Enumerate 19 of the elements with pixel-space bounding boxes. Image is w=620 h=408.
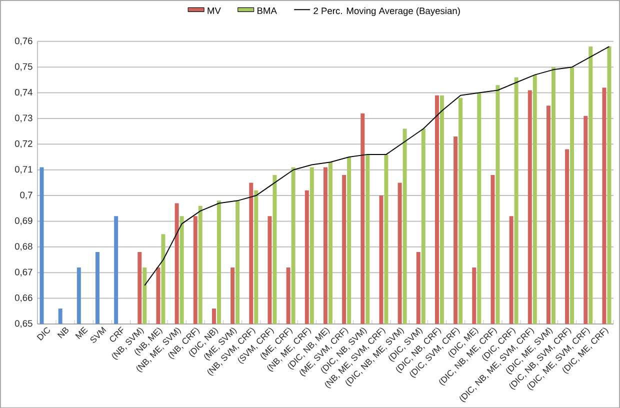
y-tick-label: 0,71 xyxy=(14,166,32,174)
y-tick-label: 0,69 xyxy=(14,217,32,225)
y-tick-label: 0,67 xyxy=(14,268,32,276)
y-tick-label: 0,65 xyxy=(14,320,32,328)
y-tick-label: 0,68 xyxy=(14,242,32,251)
y-tick-label: 0,74 xyxy=(14,88,32,96)
x-tick-label: DIC xyxy=(36,327,50,340)
legend-label: MV xyxy=(208,7,221,14)
y-tick-label: 0,66 xyxy=(14,294,32,302)
legend-label: 2 Perc. Moving Average (Bayesian) xyxy=(314,7,460,16)
y-tick-label: 0,73 xyxy=(14,114,32,122)
y-tick-label: 0,75 xyxy=(14,63,32,71)
legend-label: BMA xyxy=(258,7,277,14)
line-series xyxy=(144,46,610,286)
y-tick-label: 0,7 xyxy=(20,192,32,200)
y-tick-label: 0,76 xyxy=(14,37,32,46)
x-tick-label: ME xyxy=(75,326,88,339)
x-tick-label: NB xyxy=(57,327,68,338)
y-tick-label: 0,72 xyxy=(14,140,32,148)
